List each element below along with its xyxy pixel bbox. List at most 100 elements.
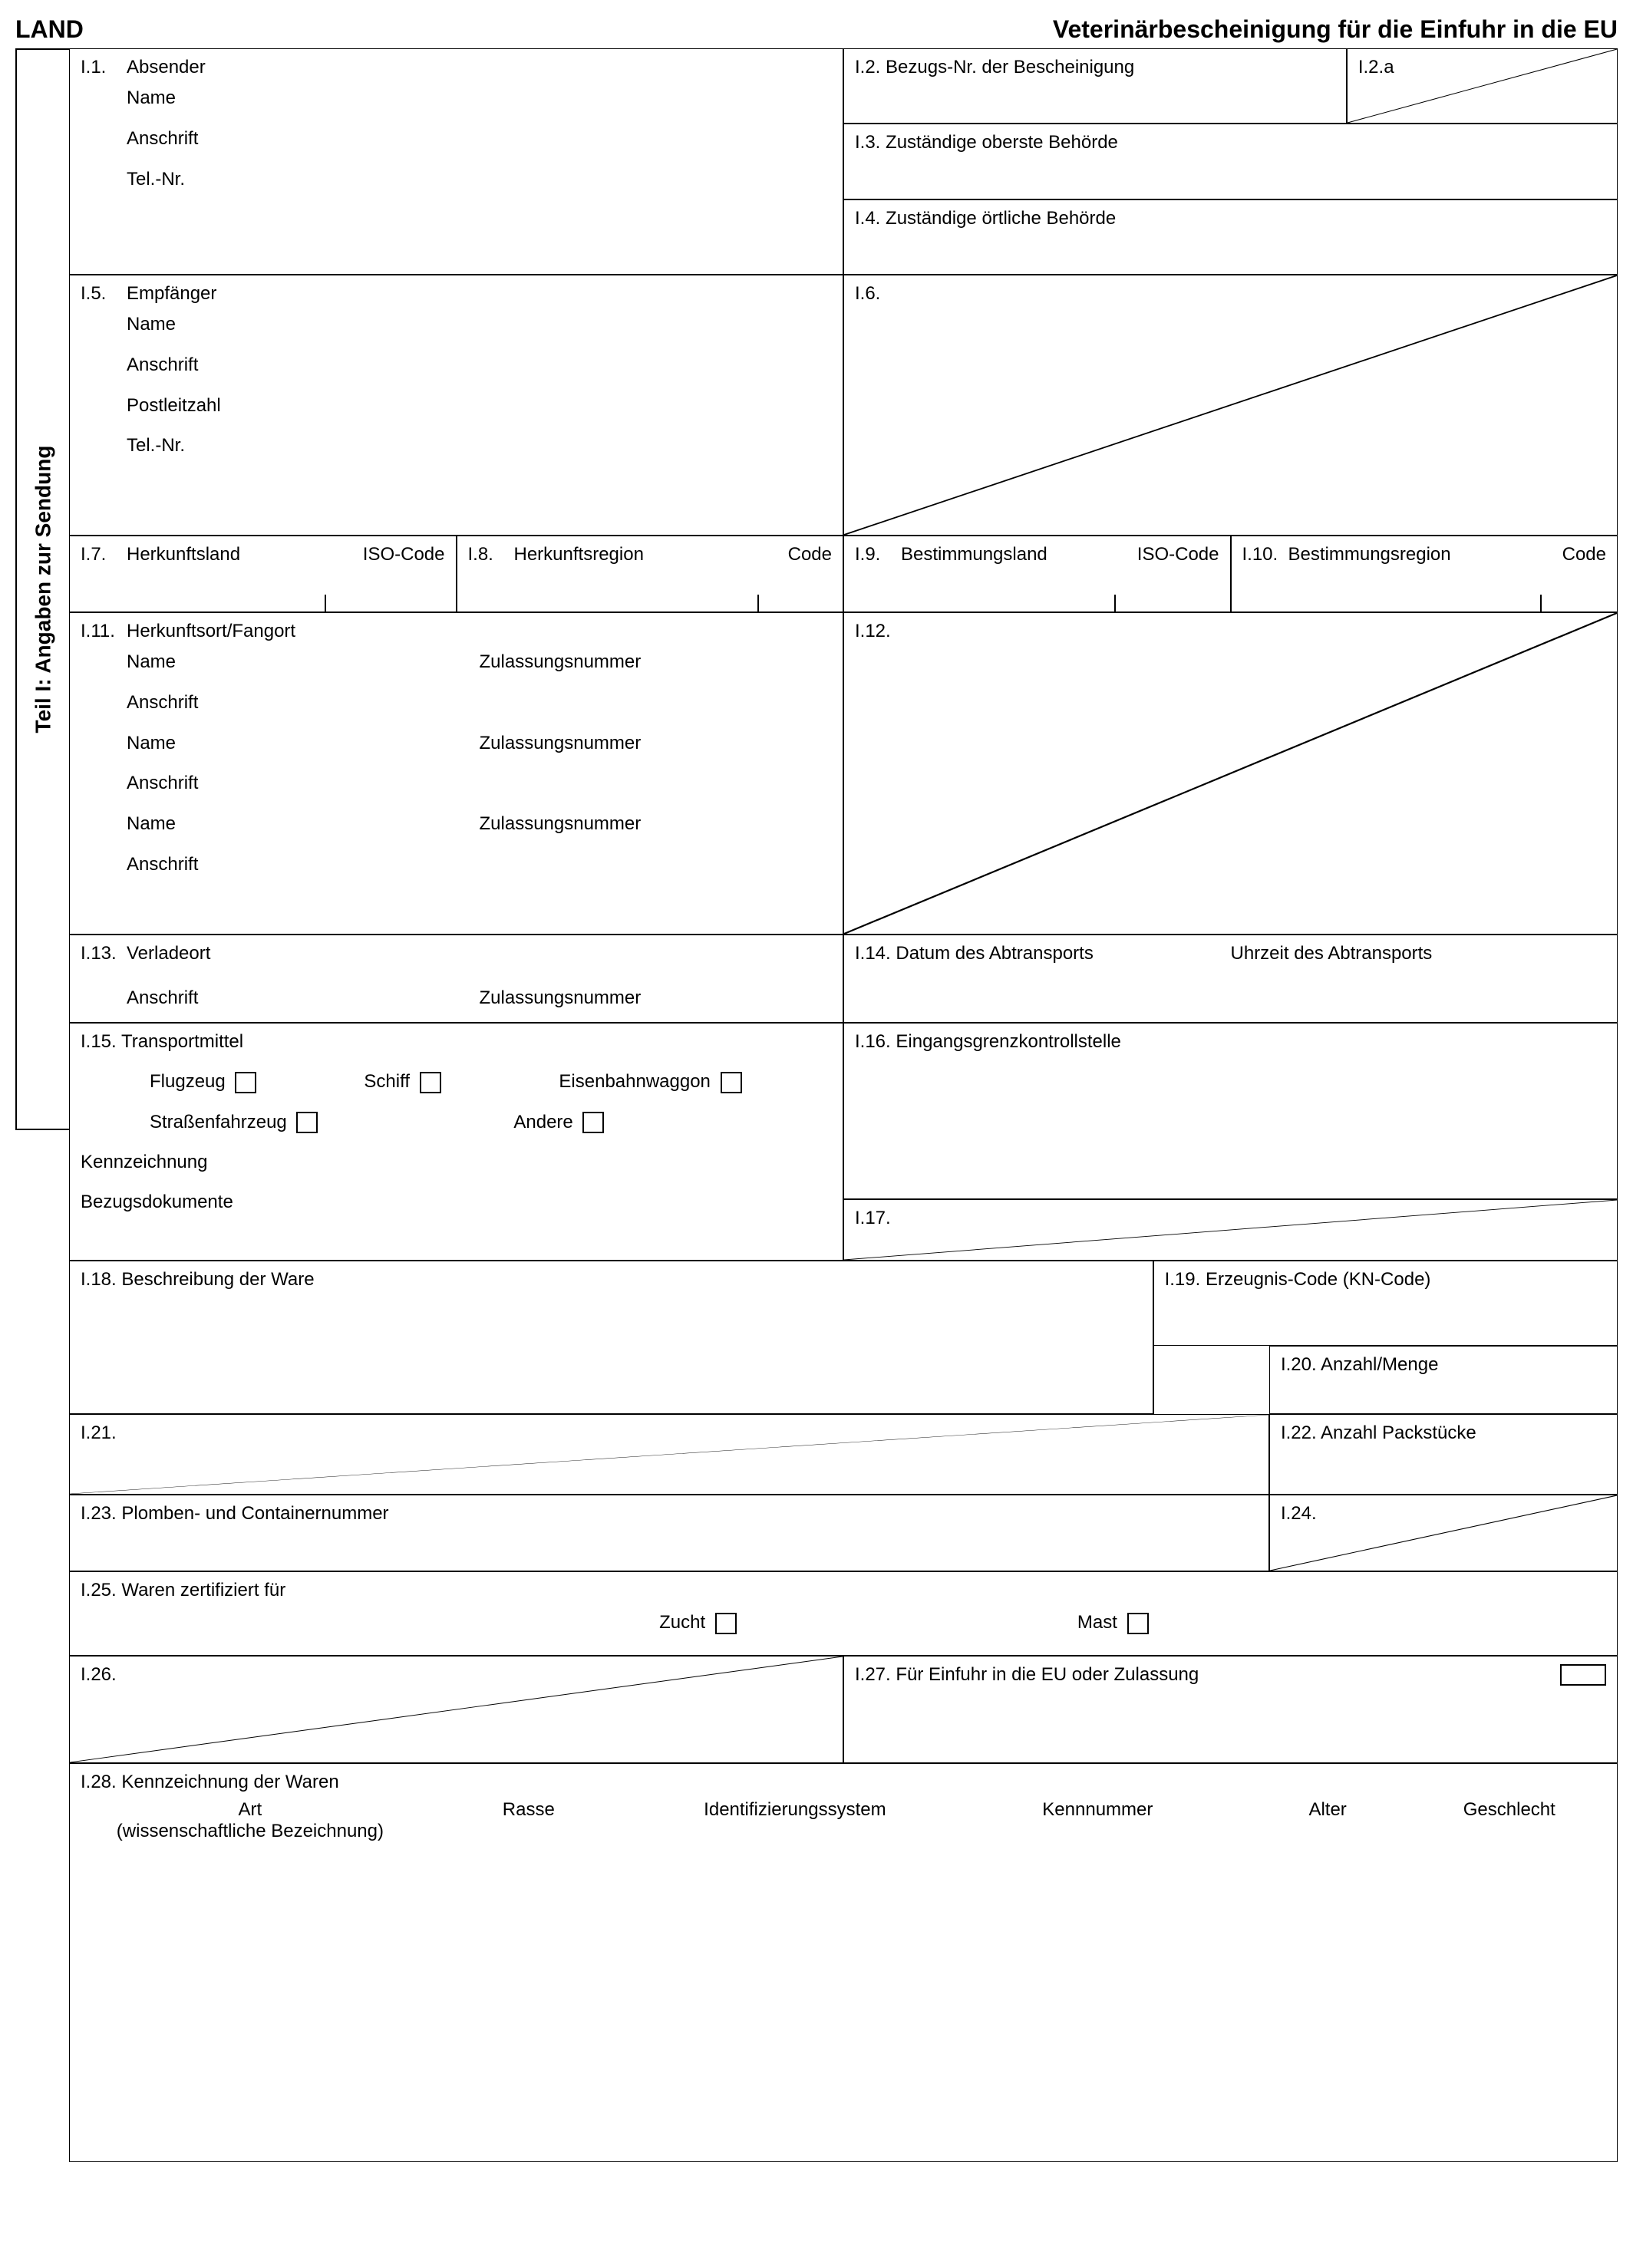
box-i11: I.11.Herkunftsort/Fangort NameZulassungs… (69, 612, 843, 935)
i13-num: I.13. (81, 943, 127, 964)
i28-col-art-sub: (wissenschaftliche Bezeichnung) (81, 1821, 420, 1842)
i1-num: I.1. (81, 57, 127, 78)
i28-num: I.28. (81, 1772, 117, 1792)
box-i15: I.15. Transportmittel Flugzeug Schiff Ei… (69, 1023, 843, 1261)
box-i14: I.14. Datum des Abtransports Uhrzeit des… (843, 935, 1618, 1023)
checkbox-i27[interactable] (1560, 1664, 1606, 1686)
box-i23: I.23. Plomben- und Containernummer (69, 1495, 1269, 1571)
i11-num: I.11. (81, 621, 127, 642)
i28-col-ident: Identifizierungssystem (638, 1799, 952, 1842)
box-i27: I.27. Für Einfuhr in die EU oder Zulassu… (843, 1656, 1618, 1763)
checkbox-plane[interactable] (235, 1072, 256, 1093)
i13-appr: Zulassungsnummer (480, 978, 833, 1019)
i10-code: Code (1562, 544, 1606, 565)
i22-title: Anzahl Packstücke (1321, 1422, 1476, 1443)
i7-title: Herkunftsland (127, 544, 240, 565)
i27-title: Für Einfuhr in die EU oder Zulassung (896, 1664, 1199, 1685)
i28-col-geschl: Geschlecht (1413, 1799, 1606, 1842)
i18-num: I.18. (81, 1269, 117, 1290)
i1-title: Absender (127, 57, 206, 77)
checkbox-other[interactable] (582, 1112, 604, 1133)
i28-col-art: Art (81, 1799, 420, 1821)
i11-name1: Name (127, 642, 480, 683)
i28-col-kenn: Kennnummer (952, 1799, 1243, 1842)
i28-title: Kennzeichnung der Waren (121, 1772, 338, 1792)
i25-breed: Zucht (659, 1612, 705, 1633)
i11-addr1: Anschrift (81, 683, 832, 724)
i8-title: Herkunftsregion (514, 544, 644, 565)
box-i18: I.18. Beschreibung der Ware (69, 1261, 1153, 1414)
i26-num: I.26. (81, 1664, 117, 1685)
box-i6: I.6. (843, 275, 1618, 536)
box-i24: I.24. (1269, 1495, 1618, 1571)
box-i7: I.7.Herkunftsland ISO-Code (69, 536, 457, 612)
checkbox-rail[interactable] (721, 1072, 742, 1093)
i5-num: I.5. (81, 283, 127, 305)
i1-name: Name (81, 78, 832, 119)
i1-tel: Tel.-Nr. (81, 160, 832, 200)
i15-num: I.15. (81, 1031, 117, 1052)
i12-num: I.12. (855, 621, 891, 641)
i11-appr1: Zulassungsnummer (480, 642, 833, 683)
part1-sidebar: Teil I: Angaben zur Sendung (15, 48, 69, 1130)
i11-name2: Name (127, 724, 480, 764)
box-i10: I.10.Bestimmungsregion Code (1231, 536, 1618, 612)
checkbox-fatten[interactable] (1127, 1613, 1149, 1634)
i15-road: Straßenfahrzeug (150, 1112, 287, 1132)
i20-title: Anzahl/Menge (1321, 1354, 1438, 1375)
box-i5: I.5.Empfänger Name Anschrift Postleitzah… (69, 275, 843, 536)
i2a-num: I.2.a (1358, 57, 1394, 77)
i5-title: Empfänger (127, 283, 216, 304)
i25-fatten: Mast (1077, 1612, 1117, 1633)
checkbox-road[interactable] (296, 1112, 318, 1133)
box-i16: I.16. Eingangsgrenzkontrollstelle (843, 1023, 1618, 1199)
checkbox-breed[interactable] (715, 1613, 737, 1634)
part1-title: Teil I: Angaben zur Sendung (31, 446, 55, 733)
box-i13: I.13.Verladeort AnschriftZulassungsnumme… (69, 935, 843, 1023)
i14-title: Datum des Abtransports (896, 943, 1093, 964)
checkbox-ship[interactable] (420, 1072, 441, 1093)
i3-title: Zuständige oberste Behörde (886, 132, 1118, 153)
i8-code: Code (788, 544, 832, 565)
box-i4: I.4. Zuständige örtliche Behörde (843, 199, 1618, 275)
i28-col-alter: Alter (1243, 1799, 1413, 1842)
i5-zip: Postleitzahl (81, 386, 832, 427)
i11-addr3: Anschrift (81, 845, 832, 885)
box-i1: I.1.Absender Name Anschrift Tel.-Nr. (69, 48, 843, 275)
i5-addr: Anschrift (81, 345, 832, 386)
i11-appr3: Zulassungsnummer (480, 804, 833, 845)
i11-title: Herkunftsort/Fangort (127, 621, 295, 641)
i5-tel: Tel.-Nr. (81, 426, 832, 466)
i19-num: I.19. (1165, 1269, 1201, 1290)
i9-num: I.9. (855, 544, 901, 565)
box-i3: I.3. Zuständige oberste Behörde (843, 124, 1618, 199)
i2-title: Bezugs-Nr. der Bescheinigung (886, 57, 1134, 77)
i15-other: Andere (513, 1112, 572, 1132)
i22-num: I.22. (1281, 1422, 1317, 1443)
i11-name3: Name (127, 804, 480, 845)
box-i28: I.28. Kennzeichnung der Waren Art (wisse… (69, 1763, 1618, 2162)
i15-rail: Eisenbahnwaggon (559, 1071, 711, 1092)
i25-num: I.25. (81, 1580, 117, 1600)
box-i2a: I.2.a (1347, 48, 1618, 124)
i10-num: I.10. (1242, 544, 1288, 565)
i21-num: I.21. (81, 1422, 117, 1443)
i23-num: I.23. (81, 1503, 117, 1524)
i17-num: I.17. (855, 1208, 891, 1228)
box-i9: I.9.Bestimmungsland ISO-Code (843, 536, 1231, 612)
i7-num: I.7. (81, 544, 127, 565)
i13-title: Verladeort (127, 943, 210, 964)
box-i12: I.12. (843, 612, 1618, 935)
i5-name: Name (81, 305, 832, 345)
i10-title: Bestimmungsregion (1288, 544, 1451, 565)
i23-title: Plomben- und Containernummer (121, 1503, 388, 1524)
box-i22: I.22. Anzahl Packstücke (1269, 1414, 1618, 1495)
i9-title: Bestimmungsland (901, 544, 1047, 565)
i16-num: I.16. (855, 1031, 891, 1052)
i15-docs: Bezugsdokumente (81, 1173, 832, 1213)
i1-addr: Anschrift (81, 119, 832, 160)
i4-title: Zuständige örtliche Behörde (886, 208, 1116, 229)
i8-num: I.8. (468, 544, 514, 565)
i20-num: I.20. (1281, 1354, 1317, 1375)
i15-ship: Schiff (364, 1071, 410, 1092)
